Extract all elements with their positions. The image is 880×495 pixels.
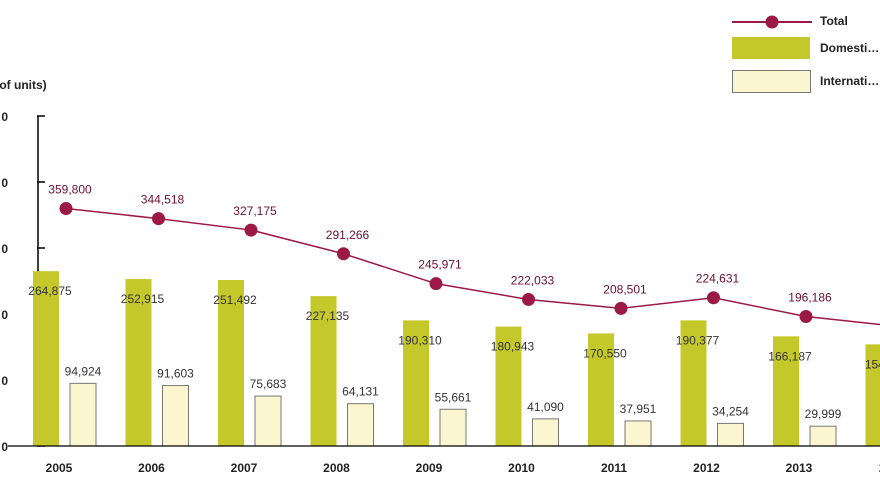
- total-point: [707, 291, 720, 305]
- x-tick-label: 2006: [138, 461, 165, 475]
- bar-domestic: [33, 271, 59, 446]
- legend-item-domestic: Domesti…: [732, 37, 880, 61]
- data-label-international: 75,683: [250, 377, 287, 391]
- x-tick-label: 2005: [46, 461, 73, 475]
- data-label-international: 94,924: [65, 364, 102, 378]
- y-tick-label: 0: [1, 242, 8, 256]
- bar-international: [254, 395, 282, 447]
- data-label-domestic: 154,…: [865, 357, 880, 371]
- bar-international: [347, 403, 374, 447]
- total-point: [614, 301, 628, 315]
- data-label-international: 29,999: [805, 407, 842, 421]
- y-tick-label: 0: [1, 374, 8, 388]
- legend-line-swatch: [732, 15, 812, 29]
- bars-layer: [33, 271, 880, 447]
- bar-international: [162, 385, 189, 447]
- x-tick-label: 2011: [601, 461, 627, 475]
- bar-domestic: [218, 280, 244, 446]
- x-tick-label: 2012: [693, 461, 720, 475]
- total-point: [799, 310, 813, 324]
- legend-item-international: Internati…: [732, 70, 880, 94]
- data-label-international: 37,951: [620, 402, 657, 416]
- total-line: [65, 207, 880, 326]
- data-label-total: 224,631: [696, 272, 740, 286]
- legend-label-domestic: Domesti…: [820, 41, 880, 55]
- y-tick-label: 0: [1, 110, 8, 124]
- total-line-layer: [59, 202, 880, 326]
- x-tick-label: 2009: [416, 461, 443, 475]
- legend-international-swatch: [732, 70, 811, 93]
- x-axis: 2005 2006 2007 2008 2009 2010 2011 2012 2013 20…: [8, 445, 880, 475]
- data-label-domestic: 264,875: [28, 284, 72, 298]
- legend-label-international: Internati…: [820, 74, 880, 88]
- bar-international: [439, 408, 467, 447]
- total-point: [522, 292, 535, 306]
- bar-international: [532, 418, 559, 447]
- bar-domestic: [403, 320, 429, 446]
- bar-domestic: [773, 336, 799, 446]
- data-label-total: 359,800: [48, 183, 92, 197]
- data-label-total: 196,186: [788, 291, 832, 305]
- data-label-international: 34,254: [712, 404, 749, 418]
- total-point: [337, 247, 350, 261]
- bar-domestic: [310, 296, 337, 446]
- y-tick-label: 0: [1, 308, 8, 322]
- bar-domestic: [588, 333, 614, 446]
- data-label-domestic: 190,310: [398, 333, 442, 347]
- x-tick-label: 2013: [786, 461, 813, 475]
- data-label-domestic: 252,915: [121, 292, 165, 306]
- bar-domestic: [125, 279, 152, 446]
- bar-international: [624, 420, 652, 447]
- y-tick-label: 0: [1, 176, 8, 190]
- y-tick-label: 0: [1, 440, 8, 454]
- legend-domestic-swatch: [732, 37, 810, 59]
- data-label-domestic: 190,377: [676, 333, 720, 347]
- bar-domestic: [865, 344, 880, 446]
- data-label-total: 344,518: [141, 193, 185, 207]
- x-tick-label: 2010: [508, 461, 535, 475]
- data-labels-layer: 264,875 94,924 252,915 91,603 251,492 75,683 2…: [28, 183, 880, 422]
- data-label-domestic: 166,187: [768, 349, 812, 363]
- data-label-international: 41,090: [527, 400, 564, 414]
- total-point: [152, 212, 165, 226]
- data-label-total: 245,971: [418, 258, 462, 272]
- data-label-international: 91,603: [157, 367, 194, 381]
- data-label-international: 64,131: [342, 385, 379, 399]
- bar-international: [809, 425, 837, 447]
- data-label-total: 222,033: [511, 273, 555, 287]
- bar-domestic: [495, 326, 522, 446]
- data-label-total: 327,175: [233, 204, 277, 218]
- legend-label-total: Total: [820, 14, 848, 28]
- total-point: [59, 202, 73, 216]
- data-label-total: 208,501: [603, 282, 647, 296]
- data-label-total: 291,266: [326, 228, 370, 242]
- total-point: [429, 277, 443, 291]
- y-axis-label: (… of units): [0, 78, 47, 92]
- data-label-domestic: 227,135: [306, 309, 350, 323]
- x-tick-label: 2008: [323, 461, 350, 475]
- x-tick-label: 20…: [879, 461, 880, 475]
- bar-international: [69, 382, 97, 447]
- bar-international: [717, 422, 744, 447]
- data-label-domestic: 170,550: [583, 346, 627, 360]
- data-label-international: 55,661: [435, 390, 472, 404]
- bar-domestic: [680, 320, 707, 446]
- total-point: [244, 223, 258, 237]
- data-label-domestic: 180,943: [491, 340, 535, 354]
- legend-item-total: Total: [732, 10, 880, 34]
- x-tick-label: 2007: [231, 461, 258, 475]
- data-label-domestic: 251,492: [213, 293, 257, 307]
